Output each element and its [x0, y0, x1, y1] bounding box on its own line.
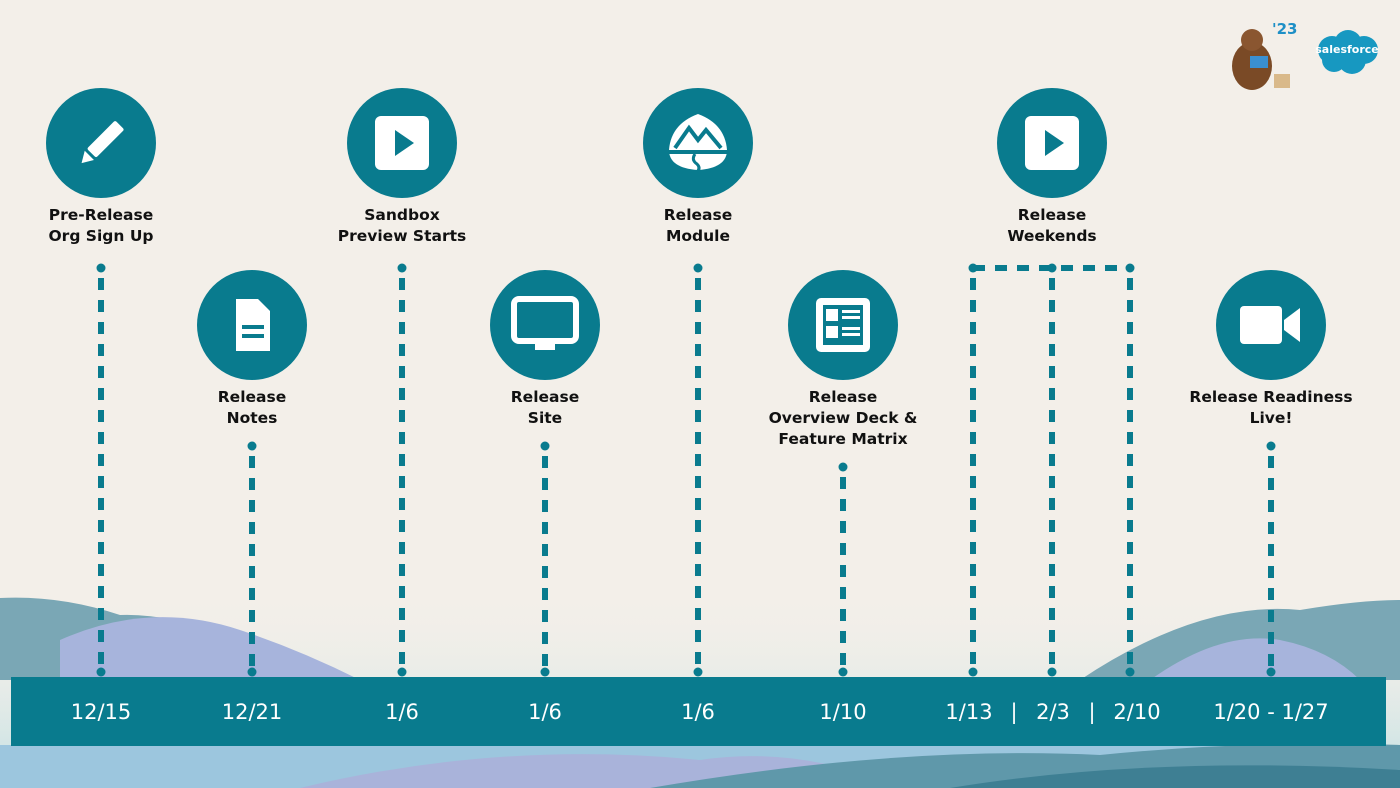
- label-line: Notes: [226, 409, 278, 427]
- milestone-date: 1/6: [385, 700, 419, 724]
- salesforce-logo: salesforce: [1312, 28, 1382, 76]
- milestone-label: Pre-Release Org Sign Up: [0, 205, 211, 247]
- timeline-dot: [693, 667, 703, 677]
- timeline-dot: [397, 667, 407, 677]
- timeline-dot: [968, 263, 978, 273]
- timeline-dot: [693, 263, 703, 273]
- mascot-logo: '23: [1230, 18, 1302, 92]
- play-icon: [372, 113, 432, 173]
- timeline-dot: [540, 667, 550, 677]
- label-line: Weekends: [1007, 227, 1097, 245]
- pencil-icon: [71, 113, 131, 173]
- label-line: Release: [808, 388, 878, 406]
- timeline-dot: [540, 441, 550, 451]
- milestone-date: 12/15: [70, 700, 132, 724]
- video-camera-badge: [1216, 270, 1326, 380]
- label-line: Site: [527, 409, 563, 427]
- milestone-label: Release Weekends: [942, 205, 1162, 247]
- timeline-dot: [1125, 667, 1135, 677]
- monitor-badge: [490, 270, 600, 380]
- play-badge: [347, 88, 457, 198]
- timeline-dot: [247, 441, 257, 451]
- trailhead-module-badge: [643, 88, 753, 198]
- document-icon: [222, 295, 282, 355]
- timeline-dot: [838, 667, 848, 677]
- milestone-date: 1/20 - 1/27: [1213, 700, 1329, 724]
- milestone-date: 1/10: [819, 700, 867, 724]
- milestone-label: Release Notes: [142, 387, 362, 429]
- timeline-dot: [838, 462, 848, 472]
- timeline-dot: [96, 263, 106, 273]
- label-line: Pre-Release: [48, 206, 154, 224]
- milestone-date: 2/3: [1036, 700, 1070, 724]
- timeline-dot: [968, 667, 978, 677]
- timeline-dot: [1266, 441, 1276, 451]
- label-line: Release: [1017, 206, 1087, 224]
- label-line: Org Sign Up: [48, 227, 154, 245]
- play-icon: [1022, 113, 1082, 173]
- timeline-dot: [96, 667, 106, 677]
- document-badge: [197, 270, 307, 380]
- milestone-date: 12/21: [221, 700, 283, 724]
- milestone-label: Release Readiness Live!: [1161, 387, 1381, 429]
- milestone-date: 1/6: [681, 700, 715, 724]
- milestone-date: 1/6: [528, 700, 562, 724]
- label-line: Feature Matrix: [778, 430, 908, 448]
- year-badge: '23: [1272, 20, 1298, 38]
- timeline-dot: [247, 667, 257, 677]
- timeline-dot: [1266, 667, 1276, 677]
- label-line: Release: [510, 388, 580, 406]
- label-line: Sandbox: [364, 206, 440, 224]
- milestone-date: 1/13: [945, 700, 993, 724]
- timeline-dot: [1125, 263, 1135, 273]
- date-separator: |: [1010, 700, 1018, 724]
- timeline-dot: [1047, 667, 1057, 677]
- milestone-label: Release Site: [435, 387, 655, 429]
- label-line: Module: [665, 227, 731, 245]
- play-badge: [997, 88, 1107, 198]
- date-bar: [11, 677, 1386, 746]
- milestone-label: Release Overview Deck & Feature Matrix: [733, 387, 953, 450]
- label-line: Live!: [1249, 409, 1293, 427]
- timeline-dot: [1047, 263, 1057, 273]
- milestone-label: Sandbox Preview Starts: [292, 205, 512, 247]
- label-line: Overview Deck &: [768, 409, 918, 427]
- feature-matrix-badge: [788, 270, 898, 380]
- label-line: Release: [217, 388, 287, 406]
- feature-matrix-icon: [813, 295, 873, 355]
- date-separator: |: [1088, 700, 1096, 724]
- trailhead-module-icon: [665, 110, 731, 176]
- milestone-label: Release Module: [588, 205, 808, 247]
- label-line: Preview Starts: [337, 227, 467, 245]
- label-line: Release Readiness: [1189, 388, 1353, 406]
- video-camera-icon: [1236, 300, 1306, 350]
- pencil-badge: [46, 88, 156, 198]
- milestone-date: 2/10: [1113, 700, 1161, 724]
- monitor-icon: [510, 295, 580, 355]
- label-line: Release: [663, 206, 733, 224]
- timeline-dot: [397, 263, 407, 273]
